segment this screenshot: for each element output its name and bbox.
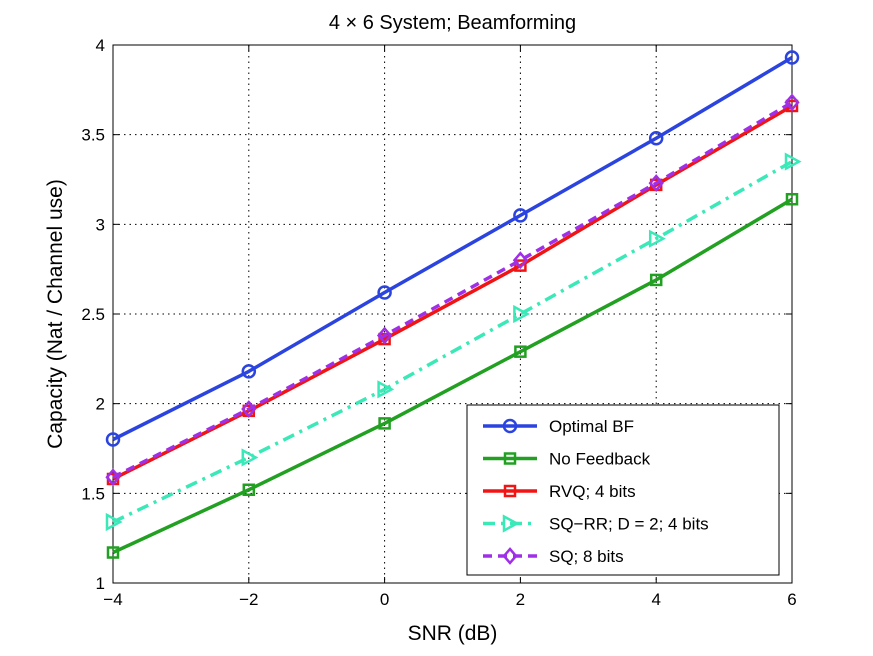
y-tick-label: 4 bbox=[96, 36, 105, 55]
data-point-sq-rr-4-bits bbox=[648, 229, 666, 248]
data-point-sq-rr-4-bits bbox=[105, 512, 123, 532]
data-point-sq-rr-4-bits bbox=[513, 304, 531, 324]
x-tick-label: −4 bbox=[103, 590, 122, 609]
legend-label: SQ−RR; D = 2; 4 bits bbox=[549, 515, 709, 534]
data-point-sq-8-bits bbox=[648, 174, 664, 193]
legend-item-no-feedback: No Feedback bbox=[483, 450, 651, 469]
data-point-no-feedback bbox=[106, 546, 120, 559]
series-line-optimal-bf bbox=[112, 56, 793, 442]
legend-label: RVQ; 4 bits bbox=[549, 482, 636, 501]
legend-item-optimal-bf: Optimal BF bbox=[483, 417, 634, 436]
legend: Optimal BF No Feedback RVQ; 4 bits SQ−RR; D… bbox=[466, 404, 780, 576]
chart-title: 4 × 6 System; Beamforming bbox=[329, 12, 576, 34]
y-tick-label: 3.5 bbox=[81, 126, 105, 145]
data-point-sq-8-bits bbox=[512, 251, 529, 270]
data-point-optimal-bf bbox=[105, 432, 121, 447]
legend-item-rvq-4-bits: RVQ; 4 bits bbox=[483, 482, 636, 501]
series-line-sq-rr-4-bits bbox=[112, 160, 793, 524]
series-sq-rr-4-bits bbox=[105, 152, 802, 532]
data-point-no-feedback bbox=[242, 483, 256, 496]
x-axis-label: SNR (dB) bbox=[408, 622, 498, 645]
data-point-optimal-bf bbox=[241, 364, 257, 379]
legend-marker bbox=[502, 418, 518, 434]
x-tick-label: 4 bbox=[651, 590, 660, 609]
data-point-sq-8-bits bbox=[784, 93, 800, 112]
data-point-optimal-bf bbox=[377, 285, 392, 300]
x-tick-label: 6 bbox=[787, 590, 796, 609]
data-point-no-feedback bbox=[649, 273, 663, 287]
x-tick-label: −2 bbox=[239, 590, 258, 609]
legend-item-sq-8-bits: SQ; 8 bits bbox=[483, 547, 624, 566]
data-point-optimal-bf bbox=[513, 208, 528, 223]
data-point-no-feedback bbox=[785, 192, 799, 206]
legend-marker bbox=[503, 452, 517, 465]
x-tick-label: 0 bbox=[380, 590, 389, 609]
data-point-sq-8-bits bbox=[241, 400, 257, 418]
y-tick-label: 1 bbox=[96, 574, 105, 593]
series-sq-8-bits bbox=[105, 93, 800, 487]
legend-marker bbox=[502, 514, 520, 533]
series-lines bbox=[105, 50, 802, 559]
y-axis-label: Capacity (Nat / Channel use) bbox=[44, 179, 67, 449]
y-tick-label: 1.5 bbox=[81, 484, 105, 503]
series-line-no-feedback bbox=[112, 197, 793, 555]
y-tick-label: 2 bbox=[96, 395, 105, 414]
data-point-optimal-bf bbox=[784, 50, 800, 65]
y-tick-label: 2.5 bbox=[81, 305, 105, 324]
x-tick-label: 2 bbox=[516, 590, 525, 609]
legend-marker bbox=[503, 484, 517, 498]
data-point-sq-rr-4-bits bbox=[241, 448, 259, 467]
legend-label: No Feedback bbox=[549, 450, 651, 469]
data-point-sq-rr-4-bits bbox=[784, 152, 802, 171]
series-line-sq-8-bits bbox=[112, 100, 793, 479]
legend-label: Optimal BF bbox=[549, 417, 634, 436]
series-no-feedback bbox=[106, 192, 799, 559]
axis-ticks: −4 −2 0 2 4 6 1 1.5 2 2.5 3 3.5 4 bbox=[81, 36, 796, 609]
data-point-no-feedback bbox=[514, 345, 527, 358]
legend-label: SQ; 8 bits bbox=[549, 547, 624, 566]
data-point-no-feedback bbox=[378, 417, 391, 430]
data-point-sq-8-bits bbox=[376, 326, 393, 345]
data-point-sq-rr-4-bits bbox=[377, 380, 395, 399]
legend-item-sq-rr-4-bits: SQ−RR; D = 2; 4 bits bbox=[483, 514, 709, 534]
data-point-sq-8-bits bbox=[105, 468, 121, 487]
y-tick-label: 3 bbox=[96, 215, 105, 234]
data-point-optimal-bf bbox=[648, 131, 664, 146]
data-point-rvq-4-bits bbox=[514, 259, 527, 272]
legend-marker bbox=[502, 547, 518, 565]
series-optimal-bf bbox=[105, 50, 800, 447]
